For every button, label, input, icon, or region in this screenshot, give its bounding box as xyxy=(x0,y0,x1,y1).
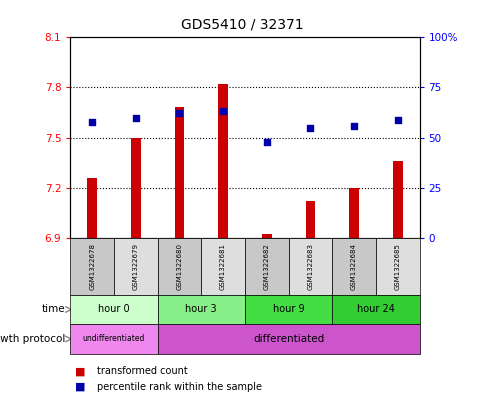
Text: ■: ■ xyxy=(75,366,86,376)
Text: GSM1322681: GSM1322681 xyxy=(220,243,226,290)
Text: hour 3: hour 3 xyxy=(185,305,217,314)
Text: hour 24: hour 24 xyxy=(356,305,394,314)
Text: GSM1322683: GSM1322683 xyxy=(307,243,313,290)
Text: transformed count: transformed count xyxy=(97,366,187,376)
Point xyxy=(393,116,401,123)
Text: differentiated: differentiated xyxy=(253,334,323,344)
Bar xyxy=(305,201,315,238)
Text: GSM1322678: GSM1322678 xyxy=(89,243,95,290)
Bar xyxy=(392,161,402,238)
Point xyxy=(349,122,357,129)
Text: GSM1322679: GSM1322679 xyxy=(133,243,138,290)
Text: time: time xyxy=(42,305,65,314)
Text: GSM1322685: GSM1322685 xyxy=(394,243,400,290)
Text: GSM1322680: GSM1322680 xyxy=(176,243,182,290)
Text: growth protocol: growth protocol xyxy=(0,334,65,344)
Bar xyxy=(131,138,140,238)
Bar xyxy=(348,187,358,238)
Bar xyxy=(174,107,184,238)
Bar xyxy=(87,178,97,238)
Text: GSM1322684: GSM1322684 xyxy=(350,243,356,290)
Text: undifferentiated: undifferentiated xyxy=(83,334,145,343)
Point xyxy=(219,108,227,115)
Bar xyxy=(261,234,271,238)
Point xyxy=(262,138,270,145)
Point xyxy=(306,124,314,130)
Point xyxy=(132,114,139,121)
Text: ■: ■ xyxy=(75,382,86,392)
Text: hour 0: hour 0 xyxy=(98,305,130,314)
Text: GSM1322682: GSM1322682 xyxy=(263,243,269,290)
Point xyxy=(175,110,183,117)
Text: GDS5410 / 32371: GDS5410 / 32371 xyxy=(181,18,303,32)
Point xyxy=(88,118,96,125)
Text: hour 9: hour 9 xyxy=(272,305,304,314)
Bar xyxy=(218,84,227,238)
Text: percentile rank within the sample: percentile rank within the sample xyxy=(97,382,261,392)
